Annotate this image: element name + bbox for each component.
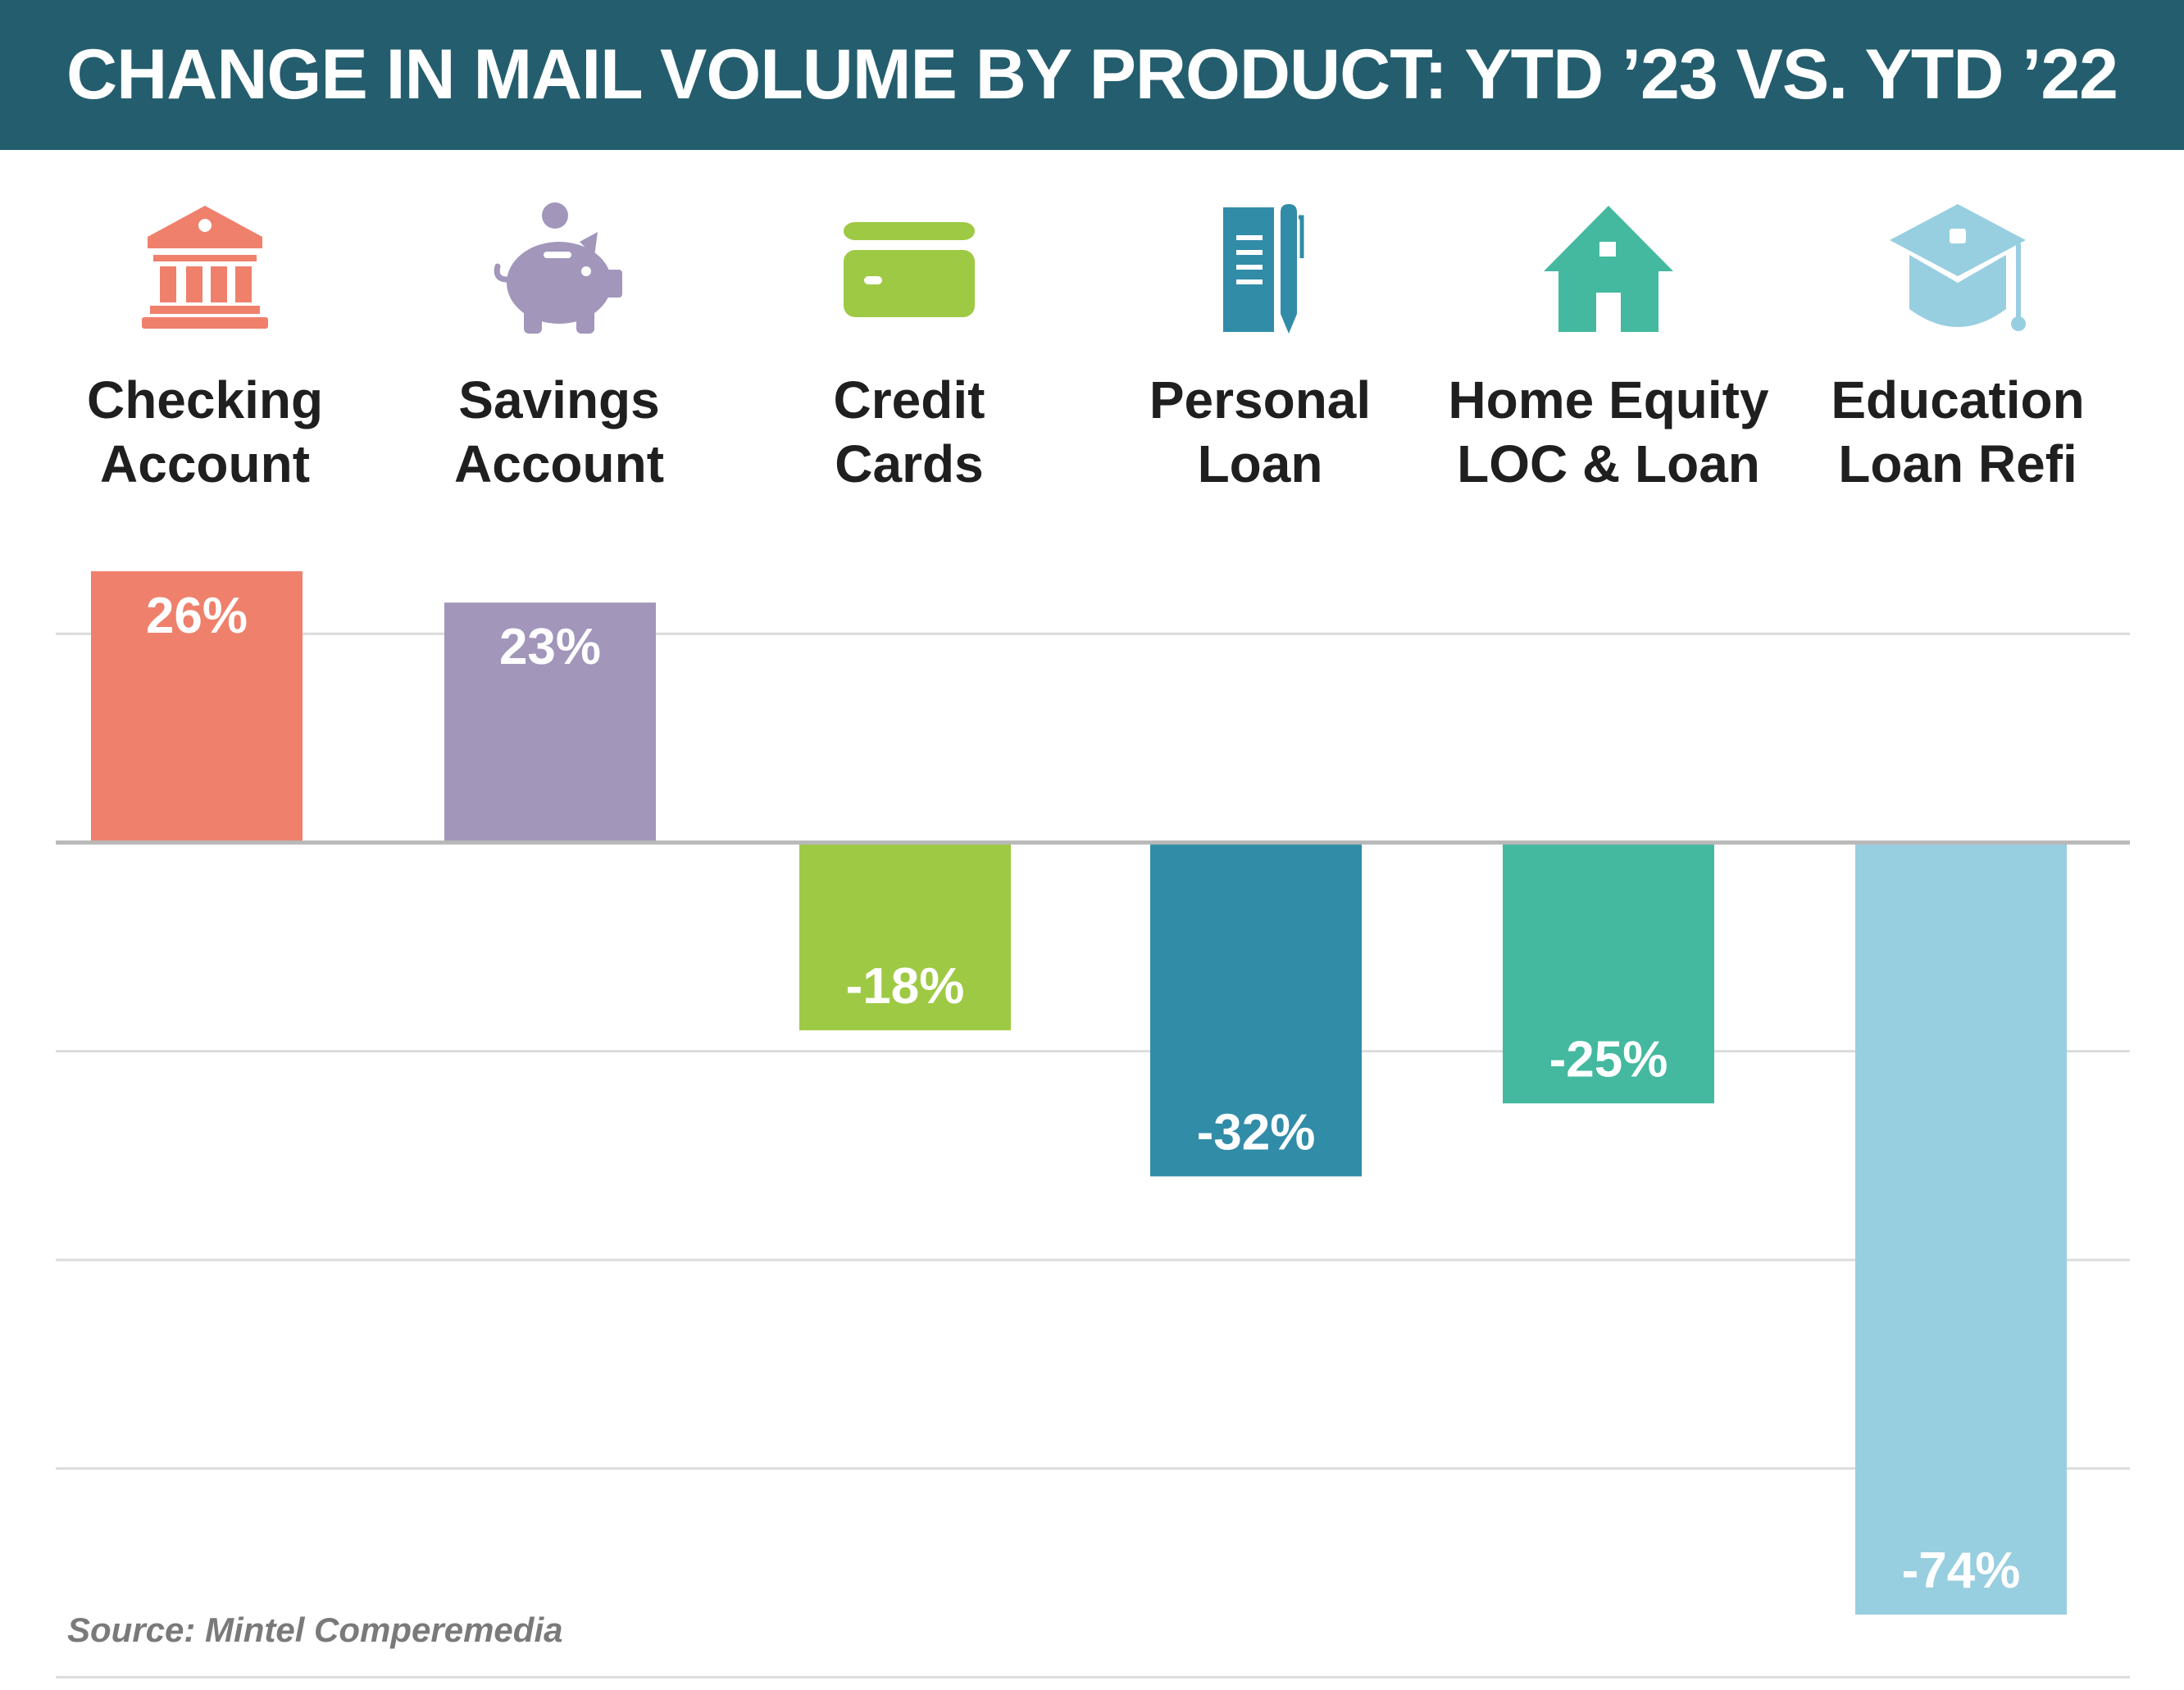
bar [91, 571, 303, 843]
category-label-line1: Checking [86, 370, 324, 429]
category-label-line2: Account [454, 434, 664, 493]
credit-card-icon [844, 222, 975, 317]
bar [1503, 843, 1714, 1104]
bar [1150, 843, 1362, 1177]
notepad-pen-icon [1223, 204, 1304, 334]
category-header-home-equity: Home Equity LOC & Loan [1436, 201, 1781, 496]
bank-icon [142, 206, 268, 329]
category-label-line1: Credit [833, 370, 985, 429]
category-label-line2: Cards [835, 434, 984, 493]
piggy-bank-icon [494, 202, 622, 334]
bar [799, 843, 1011, 1031]
category-header-credit-cards: Credit Cards [737, 201, 1081, 496]
data-label: -18% [846, 958, 965, 1015]
source-note: Source: Mintel Comperemedia [67, 1610, 563, 1649]
bar [1855, 843, 2067, 1615]
bar [444, 602, 656, 843]
data-label: -32% [1197, 1104, 1316, 1161]
chart-title: CHANGE IN MAIL VOLUME BY PRODUCT: YTD ’2… [66, 35, 2118, 114]
house-icon [1544, 206, 1673, 332]
category-header-personal-loan: Personal Loan [1088, 201, 1432, 496]
category-label-line1: Education [1831, 370, 2085, 429]
category-label-line1: Home Equity [1448, 370, 1769, 429]
title-banner: CHANGE IN MAIL VOLUME BY PRODUCT: YTD ’2… [0, 0, 2184, 150]
data-label: 26% [146, 588, 248, 644]
category-header-savings: Savings Account [387, 201, 731, 496]
category-label-line2: Loan Refi [1838, 434, 2077, 493]
category-header-checking: Checking Account [33, 201, 377, 496]
graduation-cap-icon [1890, 204, 2026, 331]
data-label: 23% [499, 619, 601, 675]
category-label-line2: Account [100, 434, 310, 493]
category-label-line2: LOC & Loan [1457, 434, 1760, 493]
category-label-line2: Loan [1197, 434, 1323, 493]
data-label: -25% [1549, 1031, 1668, 1088]
category-header-education: Education Loan Refi [1786, 201, 2130, 496]
category-label-line1: Savings [458, 370, 660, 429]
data-label: -74% [1902, 1542, 2021, 1599]
category-label-line1: Personal [1149, 370, 1372, 429]
